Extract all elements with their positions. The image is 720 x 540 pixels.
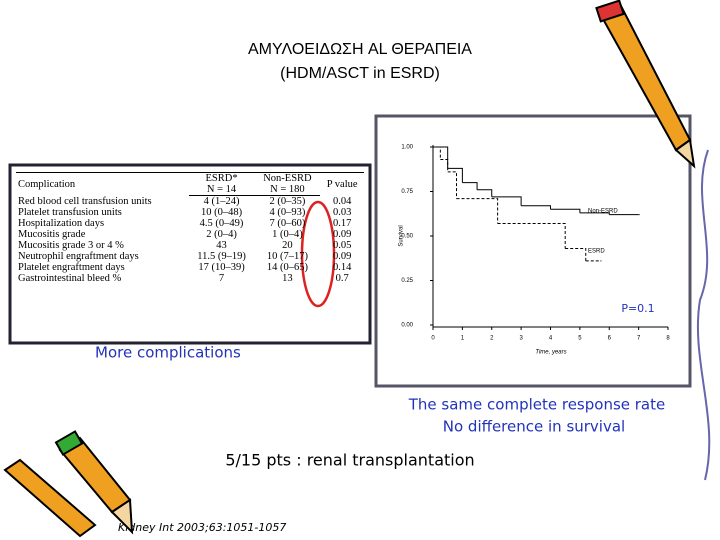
table-cell: 0.14 (332, 262, 352, 273)
table-cell: 0.05 (332, 240, 352, 251)
table-cell: Mucositis grade 3 or 4 % (18, 240, 124, 251)
table-cell: 7 (0–60) (269, 218, 306, 229)
table-cell: Neutrophil engraftment days (18, 251, 139, 262)
table-cell: 4.5 (0–49) (199, 218, 244, 229)
y-tick-label: 1.00 (401, 145, 413, 151)
pencil-icon (595, 0, 696, 169)
table-cell: 1 (0–4) (272, 229, 303, 240)
x-axis-label: Time, years (535, 350, 566, 356)
table-cell: 10 (0–48) (200, 207, 243, 218)
table-row: Platelet transfusion units 10 (0–48) 4 (0–… (16, 207, 364, 218)
series-label: Non-ESRD (588, 209, 618, 215)
x-tick-label: 0 (431, 336, 435, 342)
table-frame (8, 163, 372, 345)
highlight (300, 200, 336, 308)
x-tick-label: 3 (519, 336, 523, 342)
table-row: Mucositis grade 3 or 4 % 43 20 0.05 (16, 240, 364, 251)
y-axis-label: Survival (399, 225, 405, 246)
survival-step (491, 196, 522, 206)
table-cell: Mucositis grade (18, 229, 86, 240)
x-tick-label: 2 (490, 336, 494, 342)
header-cell: N = 180 (254, 184, 321, 196)
survival-step (433, 146, 449, 169)
table-cell: 2 (0–35) (269, 196, 306, 207)
table-cell: 0.17 (332, 218, 352, 229)
series-label: ESRD (588, 249, 605, 255)
table-cell: 2 (0–4) (206, 229, 237, 240)
note: The same complete response rate (408, 396, 665, 414)
table-cell: 0.09 (332, 229, 352, 240)
note: 5/15 pts : renal transplantation (225, 451, 474, 470)
y-tick-label: 0.25 (401, 278, 413, 284)
survival-step (462, 182, 478, 190)
table-cell: Platelet engraftment days (18, 262, 125, 273)
x-tick-label: 4 (549, 336, 553, 342)
table-cell: 0.04 (332, 195, 352, 207)
table-cell: 0.09 (332, 251, 352, 262)
note: More complications (95, 344, 241, 362)
chart-frame (374, 114, 692, 388)
complications-table: Complication ESRD* Non-ESRD P value N = … (16, 172, 364, 284)
title: ΑΜΥΛΟΕΙΔΩΣΗ AL ΘΕΡΑΠΕΙΑ (248, 41, 472, 58)
header-cell: Non-ESRD (263, 173, 312, 184)
table-cell: 0.7 (335, 273, 349, 284)
x-tick-label: 1 (461, 336, 465, 342)
note: No difference in survival (443, 418, 625, 436)
x-tick-label: 7 (637, 336, 641, 342)
table-row: Mucositis grade 2 (0–4) 1 (0–4) 0.09 (16, 229, 364, 240)
table-cell: Hospitalization days (18, 218, 105, 229)
header-cell: Complication (18, 178, 76, 190)
survival-step (477, 189, 493, 197)
survival-step (433, 146, 441, 160)
table-cell: 14 (0–65) (266, 262, 308, 273)
table-cell: 4 (0–93) (269, 207, 306, 218)
survival-step (550, 208, 581, 213)
header-cell: N = 14 (188, 184, 255, 196)
table-cell: Platelet transfusion units (18, 207, 122, 218)
y-tick-label: 0.50 (401, 234, 413, 240)
survival-step (565, 247, 587, 261)
table-cell: 10 (7–17) (266, 251, 308, 262)
table-row: Platelet engraftment days 17 (10–39) 14 (0… (16, 262, 364, 273)
survival-step (447, 167, 463, 183)
reference: Kidney Int 2003;63:1051-1057 (118, 521, 286, 534)
table: Complication ESRD* Non-ESRD P value N = … (16, 172, 364, 284)
table-cell: 11.5 (9–19) (197, 251, 246, 262)
pencil-icon (3, 430, 134, 538)
table-row: Gastrointestinal bleed % 7 13 0.7 (16, 273, 364, 284)
table-row: Hospitalization days 4.5 (0–49) 7 (0–60) 0.… (16, 218, 364, 229)
survival-step (521, 205, 551, 210)
annotation: P=0.1 (621, 302, 654, 315)
x-tick-label: 6 (608, 336, 612, 342)
subtitle: (HDM/ASCT in ESRD) (280, 65, 440, 82)
table-cell: 43 (216, 240, 227, 251)
table-cell: Red blood cell transfusion units (18, 195, 152, 207)
x-tick-label: 8 (666, 336, 670, 342)
survival-step (579, 212, 610, 215)
y-tick-label: 0.75 (401, 189, 413, 195)
survival-step (456, 198, 499, 224)
table-row: Red blood cell transfusion units 4 (1–24)… (16, 196, 364, 208)
table-cell: 0.03 (332, 207, 352, 218)
x-tick-label: 5 (578, 336, 582, 342)
table-cell: 17 (10–39) (198, 262, 245, 273)
survival-step (497, 223, 566, 249)
table-cell: 13 (282, 273, 293, 284)
header-cell: ESRD* (205, 173, 238, 184)
table-row: Neutrophil engraftment days 11.5 (9–19) 10… (16, 251, 364, 262)
table-cell: 4 (1–24) (203, 196, 240, 207)
squiggle (696, 149, 711, 481)
survival-step (440, 158, 449, 172)
header-cell: P value (326, 178, 358, 190)
y-tick-label: 0.00 (401, 323, 413, 329)
table-cell: Gastrointestinal bleed % (18, 273, 122, 284)
table-cell: 7 (218, 273, 225, 284)
survival-step (447, 171, 457, 199)
table-cell: 20 (282, 240, 293, 251)
